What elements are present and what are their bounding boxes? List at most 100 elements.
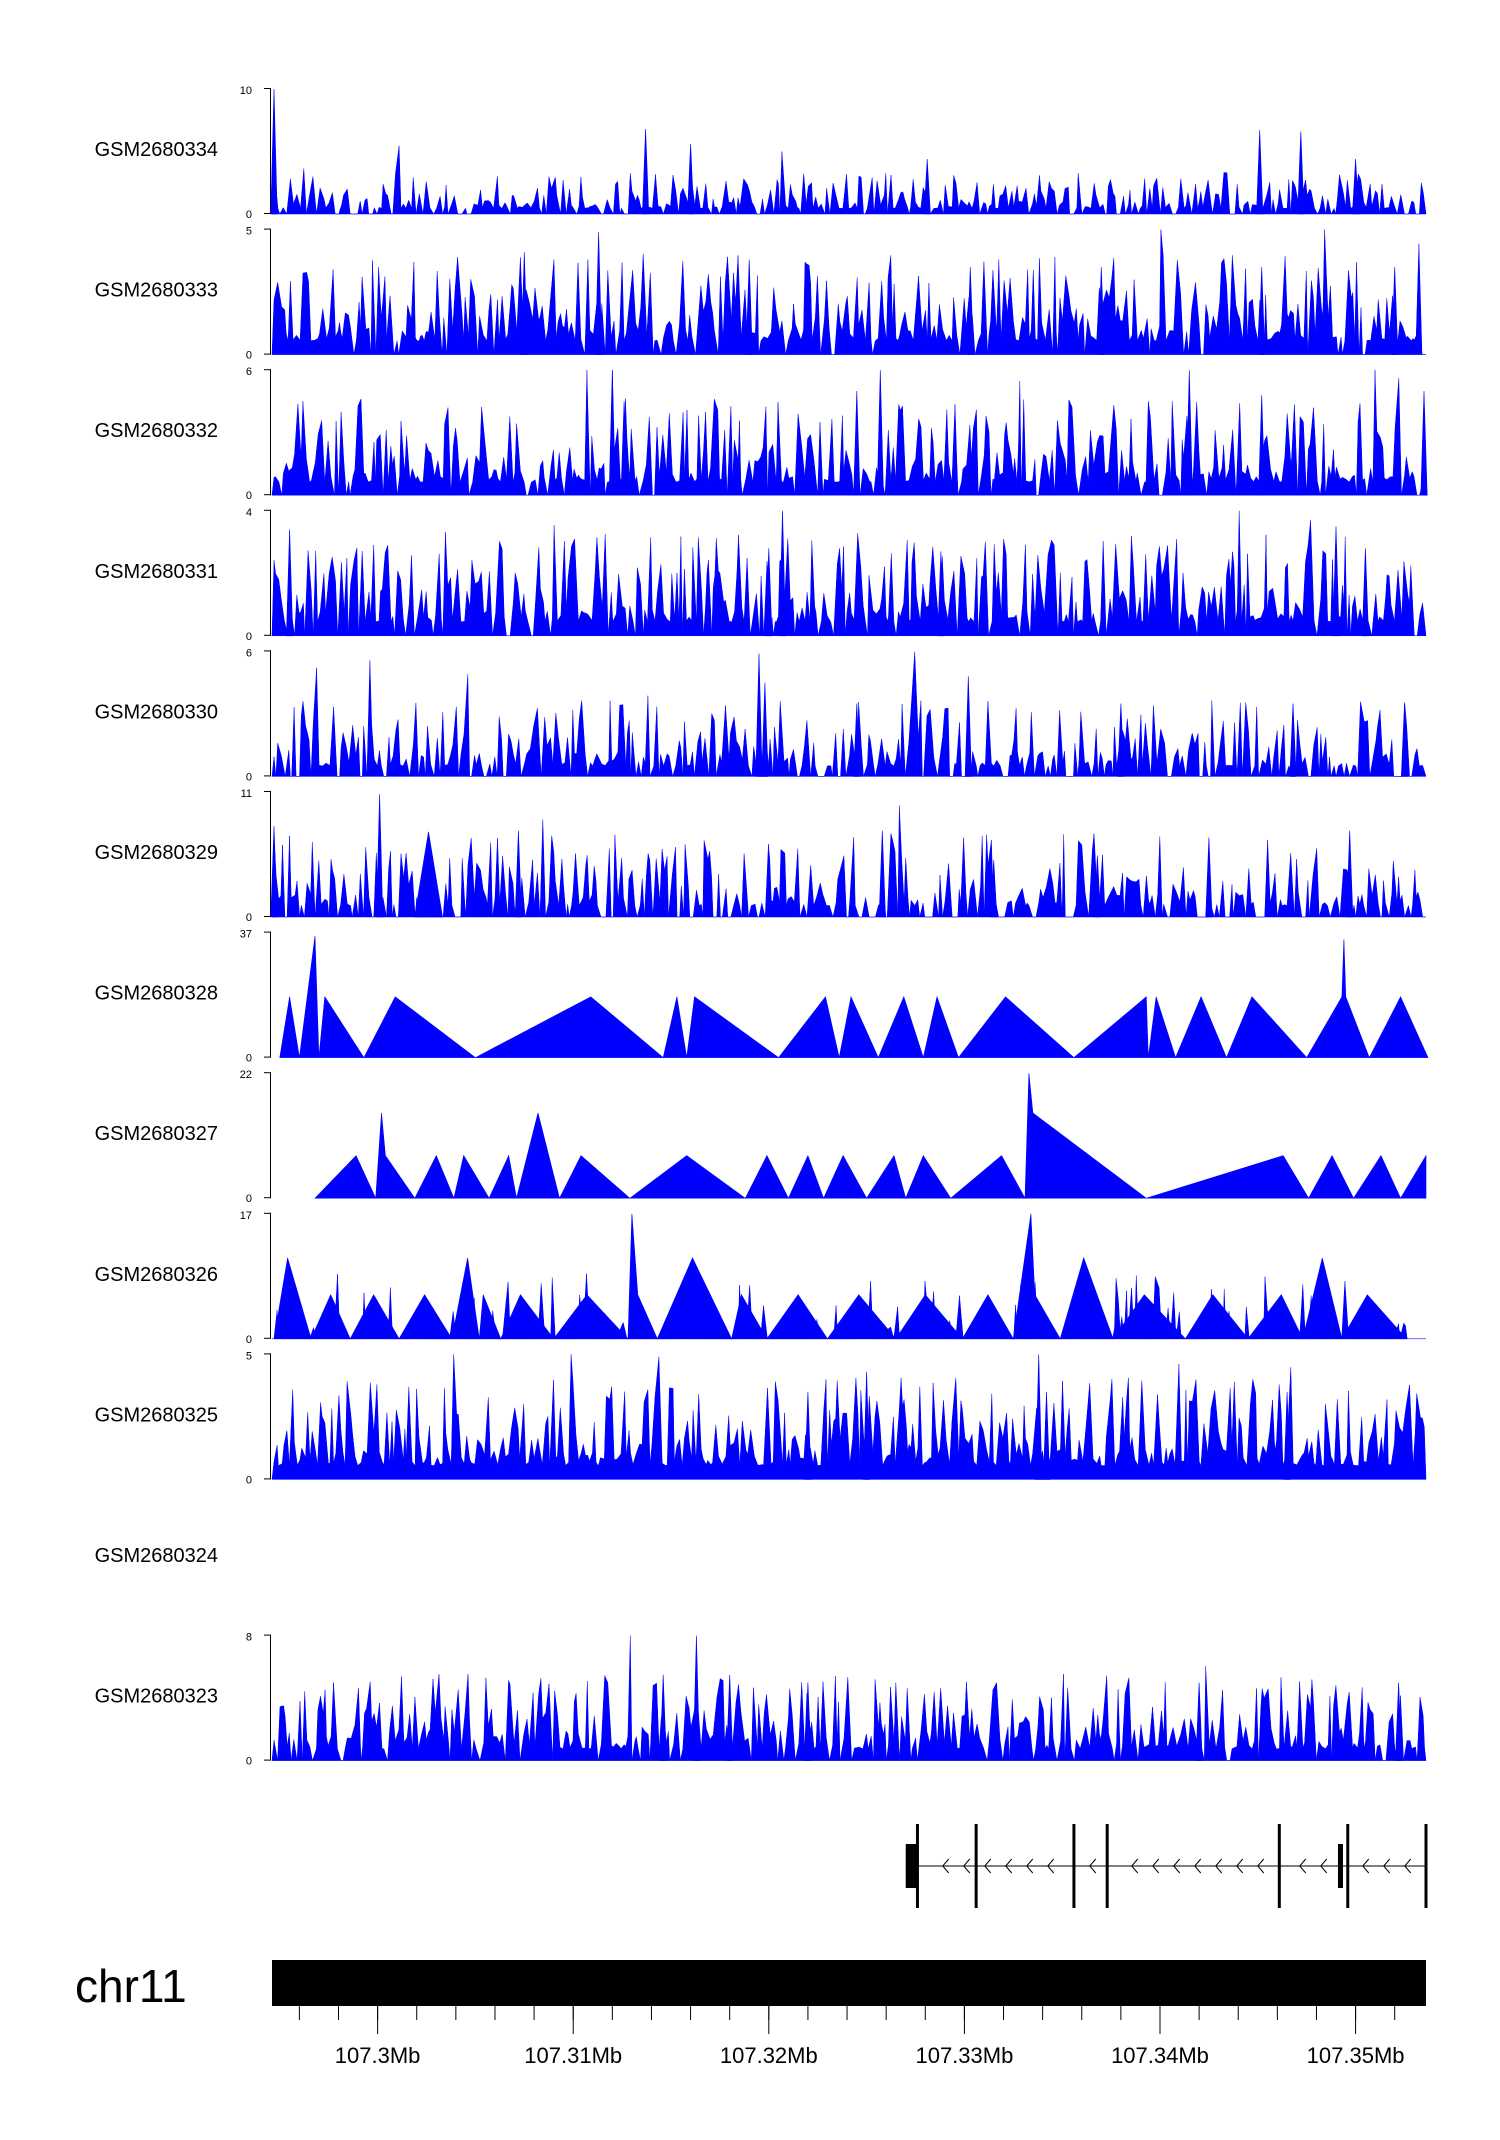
coverage-peak [1258, 395, 1266, 496]
coverage-peak [595, 232, 603, 355]
track-label: GSM2680323 [95, 1686, 218, 1708]
track-label: GSM2680330 [95, 701, 218, 723]
strand-arrow-icon [963, 1858, 971, 1874]
strand-arrow-icon [1320, 1858, 1328, 1874]
coverage-peak [1391, 267, 1399, 355]
coverage-peak [514, 830, 522, 918]
coverage-area [279, 935, 1429, 1059]
track-GSM2680323: GSM2680323 8 0 [95, 1632, 1427, 1768]
track-label: GSM2680333 [95, 280, 218, 302]
strand-arrow-icon [1131, 1858, 1139, 1874]
track-GSM2680328: GSM2680328 37 0 [95, 929, 1429, 1065]
coverage-peak [642, 128, 650, 215]
y-axis-min-label: 0 [246, 209, 252, 221]
coverage-peak [964, 676, 972, 777]
strand-arrow-icon [1236, 1858, 1244, 1874]
chromosome-label: chr11 [75, 1960, 187, 2012]
coverage-peak [270, 826, 278, 918]
strand-arrow-icon [1173, 1858, 1181, 1874]
coverage-peak [990, 860, 998, 918]
track-label: GSM2680326 [95, 1264, 218, 1286]
strand-arrow-icon [1215, 1858, 1223, 1874]
coverage-peak [966, 267, 974, 355]
gene-utr-block [905, 1844, 918, 1888]
coverage-peak [804, 1682, 812, 1761]
coverage-peak [1400, 703, 1409, 777]
coverage-area [271, 510, 1427, 637]
y-axis-max-label: 37 [240, 929, 252, 941]
track-GSM2680333: GSM2680333 5 0 [95, 226, 1426, 362]
gene-exon-block [1337, 1844, 1343, 1888]
coverage-peak [761, 682, 769, 777]
coverage-area [271, 229, 1426, 355]
coverage-peak [863, 1371, 871, 1480]
coverage-peak [1289, 703, 1297, 777]
tick-label: 107.34Mb [1111, 2043, 1209, 2068]
tick-label: 107.32Mb [720, 2043, 818, 2068]
coverage-area [271, 370, 1427, 496]
coverage-peak [1195, 1682, 1203, 1761]
coverage-peak [1097, 267, 1105, 355]
y-axis-max-label: 5 [246, 226, 252, 238]
coverage-peak [414, 831, 443, 918]
coverage-area [273, 1213, 1408, 1340]
coverage-peak [1256, 130, 1264, 215]
coverage-peak [765, 548, 773, 637]
y-axis-min-label: 0 [246, 1053, 252, 1065]
y-axis-min-label: 0 [246, 771, 252, 783]
coverage-peak [659, 1674, 667, 1761]
coverage-peak [1361, 548, 1369, 637]
track-label: GSM2680329 [95, 842, 218, 864]
tick-label: 107.35Mb [1307, 2043, 1405, 2068]
coverage-area [272, 1271, 1426, 1340]
strand-arrow-icon [1383, 1858, 1391, 1874]
coverage-peak [726, 1674, 734, 1761]
coverage-peak [1332, 526, 1340, 637]
coverage-peak [286, 529, 294, 637]
track-label: GSM2680325 [95, 1404, 218, 1426]
coverage-peak [937, 551, 945, 637]
coverage-peak [853, 703, 861, 777]
coverage-peak [270, 88, 278, 215]
strand-arrow-icon [984, 1858, 992, 1874]
coverage-peak [1117, 703, 1125, 777]
coverage-peak [853, 390, 861, 496]
track-GSM2680334: GSM2680334 10 0 [95, 85, 1427, 221]
y-axis-min-label: 0 [246, 350, 252, 362]
strand-arrow-icon [1257, 1858, 1265, 1874]
y-axis-max-label: 4 [246, 507, 252, 519]
coverage-peak [1205, 837, 1213, 918]
tick-label: 107.31Mb [524, 2043, 622, 2068]
coverage-peak [520, 252, 528, 355]
strand-arrow-icon [942, 1858, 950, 1874]
coverage-tracks: GSM2680334100GSM268033350GSM268033260GSM… [95, 85, 1429, 1768]
coverage-area [271, 1354, 1427, 1480]
coverage-peak [745, 259, 753, 355]
coverage-peak [1283, 1391, 1291, 1480]
coverage-area [271, 651, 1427, 778]
coverage-peak [778, 510, 787, 637]
coverage-area [271, 1635, 1427, 1762]
coverage-area [271, 805, 1426, 918]
coverage-peak [1352, 158, 1360, 215]
strand-arrow-icon [1089, 1858, 1097, 1874]
coverage-peak [376, 794, 384, 918]
track-GSM2680327: GSM2680327 22 0 [95, 1069, 1427, 1205]
strand-arrow-icon [1194, 1858, 1202, 1874]
y-axis-min-label: 0 [246, 1474, 252, 1486]
strand-arrow-icon [1047, 1858, 1055, 1874]
coverage-peak [1346, 830, 1354, 918]
track-GSM2680331: GSM2680331 4 0 [95, 507, 1427, 643]
coverage-peak [876, 370, 884, 496]
strand-arrow-icon [1362, 1858, 1370, 1874]
track-label: GSM2680332 [95, 420, 218, 442]
y-axis-max-label: 8 [246, 1632, 252, 1644]
y-axis-max-label: 11 [241, 788, 252, 800]
y-axis-min-label: 0 [246, 1756, 252, 1768]
coverage-peak [692, 1635, 700, 1761]
coverage-peak [1093, 855, 1101, 918]
coverage-peak [1297, 131, 1305, 215]
coverage-peak [687, 143, 695, 215]
y-axis-max-label: 6 [246, 366, 252, 378]
